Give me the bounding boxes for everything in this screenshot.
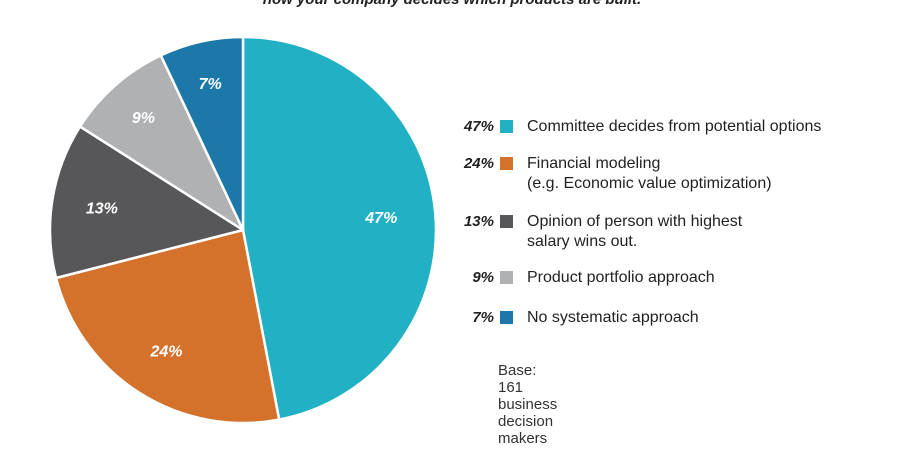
slice-label-2: 24% xyxy=(149,344,182,361)
legend-swatch xyxy=(500,271,513,284)
pie-slice-5 xyxy=(159,35,245,232)
pie-chart: 47% 24% 13% 9% 7% xyxy=(48,35,438,425)
legend-swatch xyxy=(500,120,513,133)
legend-percent: 24% xyxy=(463,155,494,172)
legend-item-2: 24% Financial modeling (e.g. Economic valu… xyxy=(440,154,772,194)
legend-item-1: 47% Committee decides from potential opti… xyxy=(440,117,821,137)
legend-swatch xyxy=(500,215,513,228)
legend-label: No systematic approach xyxy=(527,309,699,326)
slice-label-5: 7% xyxy=(199,76,222,93)
pie-slice-4 xyxy=(78,54,245,232)
legend-label: Financial modeling (e.g. Economic value o… xyxy=(527,155,772,192)
legend-item-3: 13% Opinion of person with highest salary … xyxy=(440,212,742,252)
legend-swatch xyxy=(500,311,513,324)
legend-percent: 9% xyxy=(472,269,494,286)
legend-item-5: 7% No systematic approach xyxy=(440,308,699,328)
legend-label: Opinion of person with highest salary win… xyxy=(527,213,743,250)
legend-swatch xyxy=(500,157,513,170)
pie-slice-1 xyxy=(241,35,438,421)
base-note: Base: 161 business decision makers xyxy=(498,362,558,447)
slice-label-4: 9% xyxy=(132,110,155,127)
legend-item-4: 9% Product portfolio approach xyxy=(440,268,715,288)
legend-label: Product portfolio approach xyxy=(527,269,715,286)
legend-label: Committee decides from potential options xyxy=(527,118,822,135)
chart-legend: 47% Committee decides from potential opti… xyxy=(440,0,900,449)
chart-caption: how your company decides which products … xyxy=(0,0,904,8)
legend-percent: 47% xyxy=(463,118,494,135)
slice-label-3: 13% xyxy=(86,201,118,218)
legend-percent: 13% xyxy=(463,213,494,230)
pie-slice-3 xyxy=(48,125,245,280)
legend-percent: 7% xyxy=(472,309,494,326)
pie-slice-2 xyxy=(54,228,281,425)
slice-label-1: 47% xyxy=(364,210,397,227)
